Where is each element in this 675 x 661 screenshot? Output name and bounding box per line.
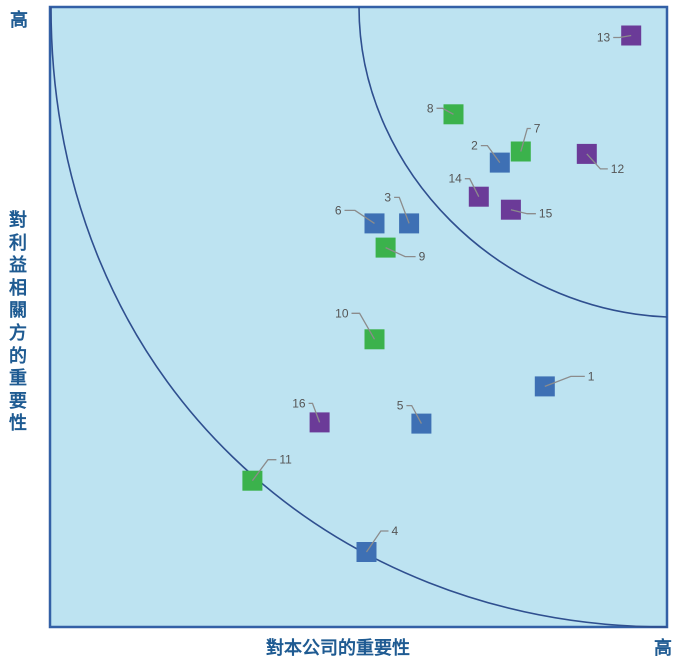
leader-line-15: [510, 209, 536, 215]
leader-line-5: [406, 404, 422, 424]
y-axis-label-char: 的: [9, 345, 27, 367]
leader-line-10: [351, 312, 376, 340]
leader-line-13: [613, 34, 632, 39]
x-axis-label: 對本公司的重要性: [266, 638, 410, 659]
outer-arc: [50, 6, 668, 628]
y-axis-label-char: 相: [9, 277, 27, 299]
point-label-4: 4: [392, 524, 399, 538]
point-label-15: 15: [539, 207, 553, 221]
leader-line-8: [436, 107, 454, 115]
point-label-8: 8: [427, 101, 434, 115]
y-axis-label-char: 益: [9, 255, 27, 277]
y-axis-label-char: 關: [9, 300, 27, 322]
leader-line-16: [308, 402, 321, 423]
y-axis-label-char: 對: [9, 210, 27, 231]
leader-line-12: [586, 153, 608, 170]
point-label-16: 16: [292, 396, 306, 410]
leader-line-2: [480, 144, 501, 163]
point-label-6: 6: [335, 203, 342, 217]
leader-line-14: [464, 178, 480, 197]
x-axis-high-label: 高: [654, 638, 672, 659]
leader-line-9: [385, 247, 416, 258]
y-axis-label-char: 重: [9, 368, 27, 390]
point-label-13: 13: [597, 31, 611, 45]
inner-arc: [358, 6, 668, 318]
point-label-5: 5: [397, 399, 404, 413]
leader-line-1: [544, 375, 585, 388]
point-label-9: 9: [419, 250, 426, 264]
y-axis-label-char: 要: [9, 390, 27, 412]
point-label-7: 7: [534, 122, 541, 136]
y-axis-high-label: 高: [10, 10, 28, 31]
leader-line-6: [344, 209, 375, 224]
leader-line-7: [520, 127, 531, 152]
point-label-3: 3: [384, 190, 391, 204]
plot-area: [48, 5, 669, 629]
leader-line-11: [251, 459, 277, 482]
y-axis-label-char: 利: [9, 232, 27, 254]
point-label-2: 2: [471, 139, 478, 153]
y-axis-label-char: 性: [9, 413, 27, 435]
point-label-14: 14: [448, 172, 462, 186]
point-label-1: 1: [588, 369, 595, 383]
point-label-12: 12: [611, 162, 625, 176]
point-label-10: 10: [335, 306, 349, 320]
y-axis-label: 對利益相關方的重要性: [4, 210, 32, 436]
leader-line-3: [394, 196, 410, 224]
y-axis-label-char: 方: [9, 322, 27, 344]
leader-line-4: [365, 530, 389, 553]
point-label-11: 11: [279, 453, 292, 467]
